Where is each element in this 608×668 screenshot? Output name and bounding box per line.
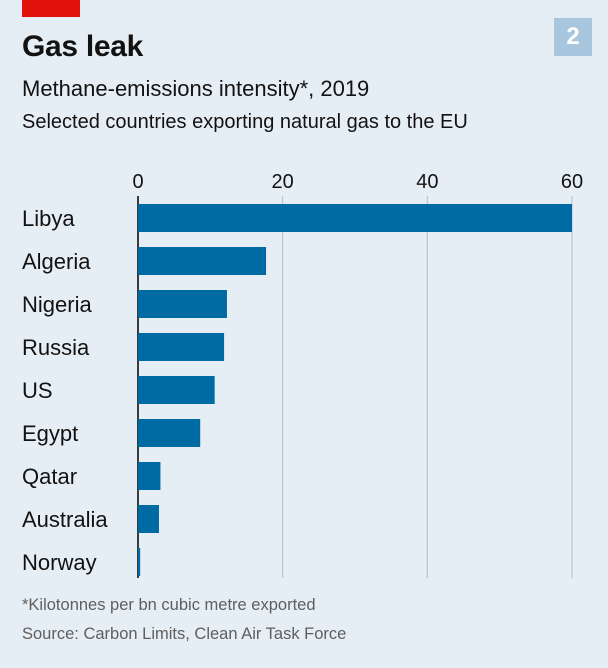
chart-title: Gas leak (22, 30, 144, 63)
category-labels: Libya Algeria Nigeria Russia US Egypt Qatar Aus… (22, 206, 108, 575)
source-note: Source: Carbon Limits, Clean Air Task Fo… (22, 625, 347, 643)
bar-qatar (138, 462, 161, 490)
category-label: Qatar (22, 464, 77, 489)
chart-description: Selected countries exporting natural gas… (22, 111, 468, 133)
category-label: US (22, 378, 53, 403)
x-tick-label: 0 (132, 171, 143, 193)
category-label: Russia (22, 335, 90, 360)
bars (138, 204, 572, 576)
category-label: Egypt (22, 421, 78, 446)
chart-number-badge: 2 (554, 18, 592, 56)
category-label: Libya (22, 206, 75, 231)
bar-russia (138, 333, 225, 361)
bar-australia (138, 505, 159, 533)
bar-us (138, 376, 215, 404)
bar-libya (138, 204, 572, 232)
category-label: Australia (22, 507, 108, 532)
category-label: Algeria (22, 249, 91, 274)
x-tick-label: 20 (272, 171, 294, 193)
x-tick-label: 40 (416, 171, 438, 193)
bar-algeria (138, 247, 267, 275)
brand-red-tag (22, 0, 80, 17)
x-tick-labels: 0 20 40 60 (132, 171, 583, 193)
bar-egypt (138, 419, 201, 447)
bar-nigeria (138, 290, 227, 318)
bar-norway (138, 548, 141, 576)
category-label: Nigeria (22, 292, 92, 317)
footnote: *Kilotonnes per bn cubic metre exported (22, 596, 316, 614)
x-tick-label: 60 (561, 171, 583, 193)
chart-subtitle: Methane-emissions intensity*, 2019 (22, 76, 370, 101)
category-label: Norway (22, 550, 97, 575)
